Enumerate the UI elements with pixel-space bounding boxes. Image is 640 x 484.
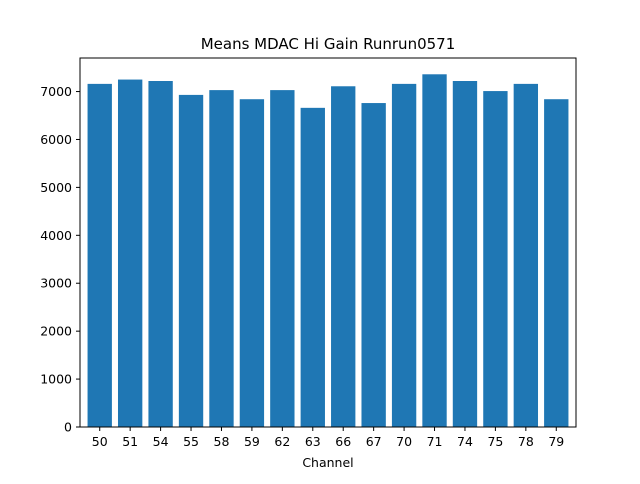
x-tick-label: 78 — [518, 434, 534, 449]
bar-79 — [544, 99, 569, 428]
bar-54 — [148, 81, 173, 427]
bar-71 — [422, 74, 447, 427]
x-tick-label: 62 — [274, 434, 290, 449]
x-tick-label: 67 — [366, 434, 382, 449]
y-tick-label: 1000 — [40, 372, 72, 387]
x-tick-label: 79 — [548, 434, 564, 449]
x-tick-label: 51 — [122, 434, 138, 449]
chart-title: Means MDAC Hi Gain Runrun0571 — [201, 35, 456, 53]
x-tick-label: 63 — [305, 434, 321, 449]
x-tick-label: 66 — [335, 434, 351, 449]
bar-59 — [239, 99, 265, 428]
bar-58 — [209, 90, 234, 428]
x-tick-label: 74 — [457, 434, 473, 449]
x-tick-label: 71 — [427, 434, 443, 449]
bar-78 — [513, 83, 539, 427]
x-tick-label: 55 — [183, 434, 199, 449]
bar-66 — [331, 86, 356, 428]
x-tick-label: 54 — [153, 434, 169, 449]
x-tick-label: 70 — [396, 434, 412, 449]
bar-62 — [270, 90, 295, 428]
bar-51 — [117, 79, 143, 427]
y-tick-label: 2000 — [40, 324, 72, 339]
x-tick-label: 75 — [487, 434, 503, 449]
bar-67 — [361, 103, 386, 428]
bar-70 — [391, 83, 417, 427]
y-tick-label: 7000 — [40, 84, 72, 99]
bar-63 — [300, 107, 325, 427]
bar-75 — [483, 91, 508, 427]
y-axis: 0 1000 2000 3000 4000 5000 6000 7000 — [40, 84, 80, 435]
x-tick-label: 50 — [92, 434, 108, 449]
y-tick-label: 0 — [64, 420, 72, 435]
y-tick-label: 6000 — [40, 132, 72, 147]
bars-layer — [87, 74, 569, 428]
bar-50 — [87, 83, 112, 427]
x-axis-title: Channel — [302, 455, 353, 470]
y-tick-label: 5000 — [40, 180, 72, 195]
plot-frame — [79, 57, 577, 428]
x-tick-label: 59 — [244, 434, 260, 449]
x-tick-label: 58 — [214, 434, 230, 449]
x-axis: 50 51 54 55 58 59 62 63 66 67 70 71 74 75 78 79 — [92, 427, 564, 449]
bar-55 — [178, 94, 204, 428]
y-tick-label: 3000 — [40, 276, 72, 291]
bar-74 — [452, 81, 478, 427]
y-tick-label: 4000 — [40, 228, 72, 243]
